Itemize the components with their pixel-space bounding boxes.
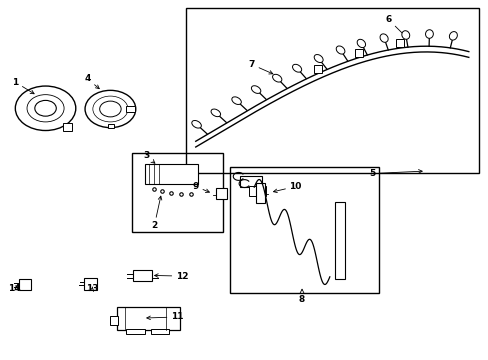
Text: 3: 3 — [142, 151, 155, 163]
Text: 14: 14 — [8, 284, 20, 293]
Bar — [249, 186, 266, 196]
Bar — [313, 65, 321, 73]
Ellipse shape — [211, 109, 220, 117]
Bar — [117, 307, 180, 330]
Ellipse shape — [272, 74, 281, 82]
Ellipse shape — [191, 121, 201, 128]
Ellipse shape — [292, 64, 301, 72]
Bar — [19, 279, 31, 290]
Bar — [108, 124, 114, 129]
Text: 4: 4 — [84, 75, 99, 89]
Bar — [216, 188, 226, 199]
Bar — [239, 176, 261, 187]
Text: 8: 8 — [298, 289, 305, 303]
Bar — [132, 153, 222, 232]
Circle shape — [100, 101, 121, 117]
Bar — [110, 316, 118, 325]
Text: 2: 2 — [151, 196, 162, 230]
Bar — [395, 39, 403, 47]
Ellipse shape — [336, 46, 344, 54]
Ellipse shape — [379, 34, 387, 42]
Text: 12: 12 — [154, 271, 188, 280]
Text: 10: 10 — [273, 182, 301, 193]
Text: 6: 6 — [385, 15, 406, 37]
Bar — [354, 49, 362, 57]
Ellipse shape — [425, 30, 432, 38]
Bar — [83, 278, 97, 291]
Bar — [256, 183, 264, 203]
Ellipse shape — [314, 54, 323, 63]
Circle shape — [15, 86, 76, 131]
Bar — [229, 167, 378, 293]
Circle shape — [35, 100, 56, 116]
Bar — [151, 329, 169, 334]
Text: 7: 7 — [248, 60, 272, 74]
Ellipse shape — [251, 86, 260, 93]
Text: 1: 1 — [12, 78, 34, 94]
Ellipse shape — [356, 39, 365, 48]
Bar — [126, 106, 135, 112]
Bar — [126, 329, 145, 334]
Text: 11: 11 — [146, 312, 183, 321]
Ellipse shape — [401, 31, 409, 39]
Bar — [63, 123, 72, 131]
Circle shape — [85, 90, 136, 128]
Text: 5: 5 — [368, 169, 421, 178]
Ellipse shape — [448, 32, 456, 40]
Text: 13: 13 — [86, 284, 99, 293]
Bar — [144, 164, 198, 184]
Bar — [334, 202, 345, 279]
Bar — [185, 8, 478, 173]
Bar — [133, 270, 152, 281]
Ellipse shape — [231, 97, 241, 104]
Text: 9: 9 — [192, 182, 209, 193]
